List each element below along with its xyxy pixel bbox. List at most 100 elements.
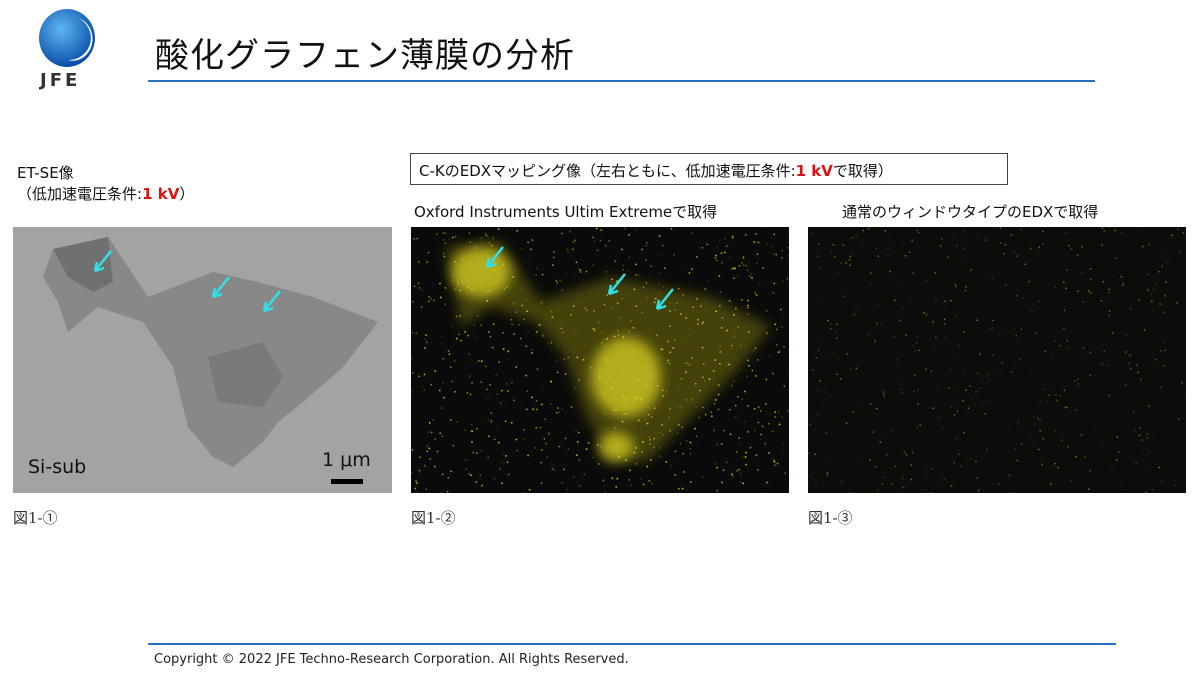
edx-signal-dot [542, 268, 544, 270]
edx-signal-dot [870, 402, 872, 405]
edx-signal-dot [539, 426, 542, 429]
edx-signal-dot [925, 280, 927, 282]
edx-signal-dot [881, 483, 883, 486]
edx-signal-dot [808, 452, 810, 455]
edx-signal-dot [689, 481, 692, 483]
edx-signal-dot [1049, 483, 1052, 485]
edx-signal-dot [943, 318, 946, 321]
edx-signal-dot [510, 421, 513, 424]
edx-signal-dot [1130, 354, 1132, 356]
edx-signal-dot [419, 473, 421, 476]
edx-signal-dot [556, 345, 559, 348]
edx-signal-dot [913, 374, 916, 377]
edx-signal-dot [584, 307, 586, 309]
edx-signal-dot [1020, 228, 1022, 231]
edx-signal-dot [441, 435, 444, 437]
edx-signal-dot [900, 383, 902, 385]
edx-signal-dot [674, 339, 676, 341]
edx-signal-dot [653, 437, 655, 440]
edx-signal-dot [1032, 407, 1034, 409]
edx-signal-dot [1004, 427, 1007, 429]
edx-signal-dot [659, 357, 661, 359]
edx-signal-dot [411, 331, 414, 334]
edx-signal-dot [535, 274, 537, 276]
edx-signal-dot [466, 392, 469, 394]
edx-signal-dot [1165, 281, 1167, 284]
edx-signal-dot [713, 429, 715, 432]
edx-signal-dot [697, 318, 699, 321]
edx-signal-dot [781, 326, 783, 328]
title-divider [148, 80, 1095, 82]
mapping-prefix: C-KのEDXマッピング像（左右ともに、低加速電圧条件: [419, 162, 796, 180]
edx-signal-dot [431, 303, 433, 305]
edx-signal-dot [755, 262, 758, 265]
edx-signal-dot [738, 437, 740, 439]
edx-signal-dot [1089, 351, 1092, 354]
edx-signal-dot [1011, 234, 1014, 236]
edx-signal-dot [999, 227, 1002, 229]
edx-signal-dot [634, 438, 637, 440]
edx-signal-dot [695, 435, 698, 438]
edx-signal-dot [773, 282, 775, 285]
edx-signal-dot [454, 288, 456, 290]
edx-signal-dot [467, 286, 469, 288]
edx-signal-dot [976, 477, 978, 479]
edx-signal-dot [520, 288, 522, 290]
edx-signal-dot [756, 273, 758, 275]
edx-signal-dot [993, 376, 995, 378]
edx-signal-dot [976, 372, 979, 375]
edx-signal-dot [678, 423, 680, 426]
edx-signal-dot [1159, 386, 1162, 388]
edx-signal-dot [1068, 346, 1070, 349]
edx-signal-dot [469, 267, 472, 269]
edx-signal-dot [487, 419, 490, 421]
edx-signal-dot [556, 371, 559, 374]
edx-signal-dot [962, 400, 964, 402]
edx-signal-dot [1006, 334, 1008, 337]
edx-signal-dot [894, 465, 896, 468]
edx-signal-dot [720, 327, 723, 329]
edx-signal-dot [747, 313, 750, 315]
edx-signal-dot [420, 306, 423, 308]
edx-signal-dot [780, 308, 782, 311]
edx-signal-dot [832, 244, 835, 246]
edx-signal-dot [1139, 378, 1142, 381]
edx-signal-dot [959, 465, 962, 467]
edx-signal-dot [1138, 434, 1141, 437]
edx-signal-dot [984, 412, 987, 415]
edx-signal-dot [411, 449, 414, 451]
edx-signal-dot [902, 486, 905, 489]
edx-signal-dot [673, 390, 675, 392]
edx-signal-dot [588, 292, 591, 294]
edx-signal-dot [840, 480, 843, 483]
edx-signal-dot [669, 351, 672, 353]
edx-signal-dot [916, 335, 918, 338]
edx-signal-dot [901, 282, 904, 285]
edx-signal-dot [608, 376, 610, 378]
mapping-suffix: で取得） [832, 162, 893, 180]
edx-signal-dot [760, 433, 762, 436]
edx-signal-dot [1130, 308, 1132, 310]
edx-signal-dot [679, 442, 682, 445]
edx-signal-dot [515, 438, 518, 441]
edx-signal-dot [423, 464, 426, 467]
edx-signal-dot [998, 483, 1000, 485]
edx-signal-dot [977, 488, 980, 491]
edx-signal-dot [870, 282, 873, 284]
edx-signal-dot [1148, 243, 1151, 246]
edx-signal-dot [635, 369, 638, 371]
edx-signal-dot [748, 331, 750, 333]
edx-signal-dot [866, 430, 869, 433]
edx-signal-dot [922, 264, 924, 266]
edx-signal-dot [741, 298, 743, 301]
edx-signal-dot [826, 472, 828, 475]
figure-caption-1: 図1-① [13, 509, 58, 527]
edx-signal-dot [840, 378, 842, 380]
edx-signal-dot [604, 347, 606, 349]
edx-signal-dot [532, 408, 534, 411]
edx-signal-dot [462, 258, 464, 260]
edx-signal-dot [593, 240, 595, 242]
edx-signal-dot [419, 456, 422, 459]
edx-signal-dot [500, 461, 503, 464]
edx-signal-dot [783, 385, 786, 387]
